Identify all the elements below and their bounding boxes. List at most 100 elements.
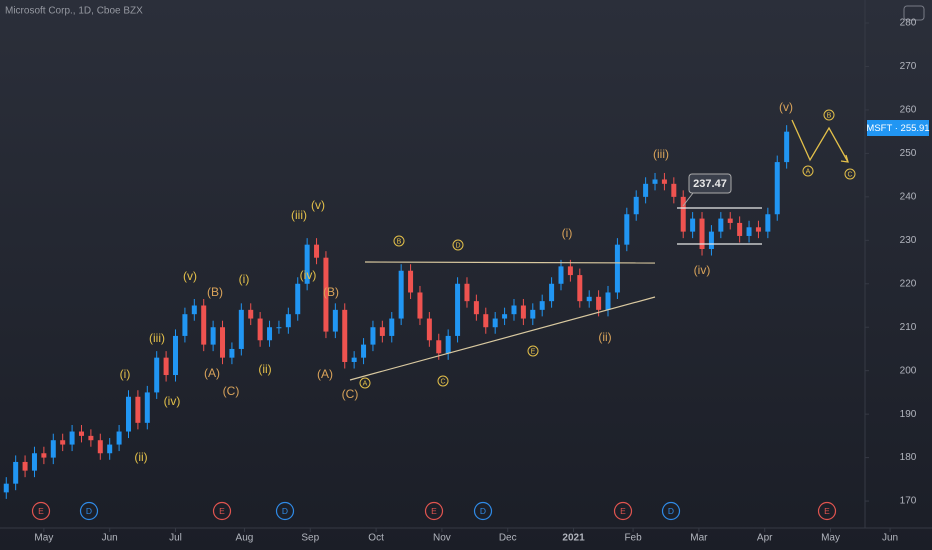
event-label: D: [480, 506, 486, 516]
candle-body: [323, 257, 329, 332]
wave-label: (iii): [149, 331, 165, 345]
candle-body: [285, 314, 291, 328]
candle-body: [502, 314, 508, 319]
wave-label: (v): [779, 100, 793, 114]
candle-body: [445, 335, 451, 354]
candle-body: [746, 227, 752, 236]
wave-label: (B): [207, 285, 223, 299]
x-tick-label: Jun: [882, 533, 898, 544]
candle-body: [643, 183, 649, 197]
pattern-point-label: B: [827, 112, 832, 119]
candle-body: [690, 218, 696, 232]
candle-body: [699, 218, 705, 250]
candle-body: [135, 396, 141, 423]
candle-body: [624, 214, 630, 245]
x-tick-label: Jul: [169, 533, 182, 544]
y-tick-label: 280: [900, 18, 917, 29]
candle-body: [31, 453, 37, 471]
wave-label: (A): [317, 367, 333, 381]
candle-body: [765, 214, 771, 232]
candle-body: [417, 292, 423, 319]
settings-button[interactable]: [903, 5, 925, 21]
event-label: E: [824, 506, 830, 516]
candle-body: [784, 131, 790, 163]
x-tick-label: May: [821, 533, 840, 544]
pattern-point-circle: [359, 377, 371, 389]
candle-body: [41, 453, 47, 458]
event-marker: [424, 501, 444, 521]
candle-body: [671, 183, 677, 197]
candle-body: [774, 162, 780, 215]
x-tick-label: Oct: [368, 533, 384, 544]
candle-body: [304, 244, 310, 284]
candle-body: [398, 270, 404, 319]
candle-body: [370, 327, 376, 345]
wave-label: (iv): [694, 263, 711, 277]
event-marker: [31, 501, 51, 521]
wave-label: (A): [204, 366, 220, 380]
y-tick-label: 240: [900, 191, 917, 202]
candle-body: [88, 435, 94, 441]
candle-body: [614, 244, 620, 293]
candle-body: [361, 344, 367, 358]
candle-body: [314, 244, 320, 258]
candle-body: [154, 357, 160, 393]
candle-body: [22, 461, 28, 471]
event-marker: [79, 501, 99, 521]
price-tag: MSFT · 255.91: [866, 123, 929, 134]
pattern-point-label: A: [363, 380, 368, 387]
pattern-point-label: C: [440, 378, 445, 385]
x-tick-label: Feb: [624, 533, 642, 544]
candle-body: [182, 314, 188, 336]
x-tick-label: Dec: [499, 533, 517, 544]
x-tick-label: Apr: [757, 533, 773, 544]
candle-body: [755, 227, 761, 232]
candle-body: [708, 231, 714, 250]
pattern-point-label: D: [455, 242, 460, 249]
candle-body: [539, 301, 545, 310]
candle-body: [737, 222, 743, 236]
candle-body: [191, 305, 197, 315]
candle-body: [295, 283, 301, 315]
event-marker: [212, 501, 232, 521]
candle-body: [436, 340, 442, 354]
y-tick-label: 200: [900, 365, 917, 376]
candle-body: [332, 309, 338, 332]
candle-body: [107, 444, 113, 454]
y-tick-label: 230: [900, 235, 917, 246]
wave-label: (v): [311, 198, 325, 212]
callout-pointer: [682, 192, 694, 207]
wave-label: (i): [120, 367, 131, 381]
x-tick-label: Nov: [433, 533, 451, 544]
candle-body: [408, 270, 414, 293]
candle-body: [69, 431, 75, 445]
event-label: E: [38, 506, 44, 516]
candle-body: [163, 357, 169, 376]
projection-arrow: [840, 154, 849, 163]
pattern-point-label: E: [531, 348, 536, 355]
candle-body: [276, 327, 282, 329]
candle-body: [389, 318, 395, 336]
event-marker: [661, 501, 681, 521]
candle-body: [125, 396, 131, 432]
pattern-point-circle: [393, 235, 405, 247]
y-tick-label: 250: [900, 148, 917, 159]
x-tick-label: Aug: [236, 533, 254, 544]
event-marker: [613, 501, 633, 521]
candle-body: [596, 296, 602, 310]
pattern-point-circle: [802, 165, 814, 177]
event-label: E: [431, 506, 437, 516]
candle-body: [530, 309, 536, 319]
y-tick-label: 180: [900, 452, 917, 463]
candle-body: [455, 283, 461, 336]
y-tick-label: 170: [900, 496, 917, 507]
triangle-lower-line: [349, 296, 656, 381]
candle-body: [13, 461, 19, 484]
candle-body: [577, 275, 583, 302]
candle-body: [173, 335, 179, 376]
pattern-point-label: A: [806, 168, 811, 175]
candle-body: [492, 318, 498, 328]
wave-label: (B): [323, 285, 339, 299]
